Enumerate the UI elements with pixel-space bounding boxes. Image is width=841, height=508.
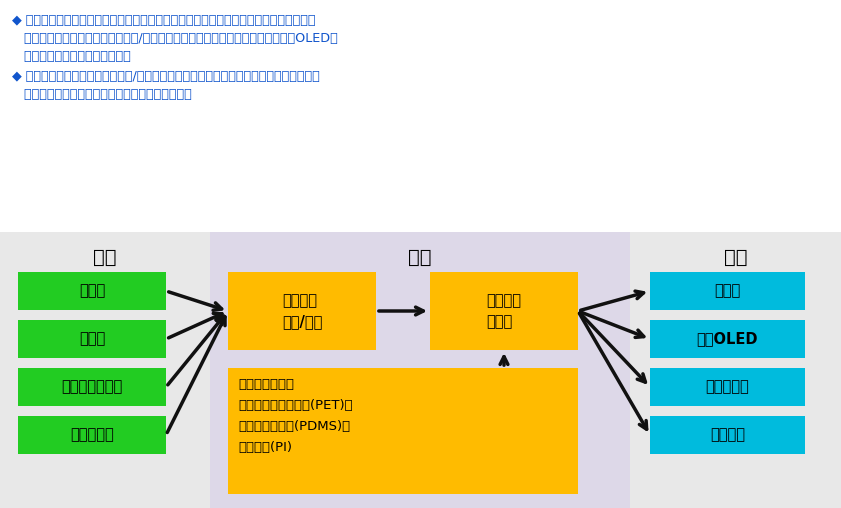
Bar bbox=[430, 272, 578, 350]
Text: 太阳能电池: 太阳能电池 bbox=[706, 379, 749, 395]
Bar bbox=[650, 272, 805, 310]
Text: 柔性OLED: 柔性OLED bbox=[696, 332, 759, 346]
Text: 纳米銀线
导电膜: 纳米銀线 导电膜 bbox=[486, 293, 521, 329]
Text: 其他添加剂: 其他添加剂 bbox=[70, 428, 114, 442]
Text: 化工品原料，中游是纳米銀线浆料/墨水与纳米銀线导电膜，下游是触控屏、柔性OLED、: 化工品原料，中游是纳米銀线浆料/墨水与纳米銀线导电膜，下游是触控屏、柔性OLED… bbox=[12, 32, 338, 45]
Text: 到原料配方及处理工艺，后者涉及到设备及工艺。: 到原料配方及处理工艺，后者涉及到设备及工艺。 bbox=[12, 88, 192, 101]
Bar bbox=[18, 272, 166, 310]
Text: 下游: 下游 bbox=[724, 248, 748, 267]
Text: 智能窗膜: 智能窗膜 bbox=[710, 428, 745, 442]
Text: 柔性衬底材料：
职对苯二甲酸乙二醒(PET)、
职二甲基硅氧烷(PDMS)、
职酰亚胺(PI): 柔性衬底材料： 职对苯二甲酸乙二醒(PET)、 职二甲基硅氧烷(PDMS)、 职… bbox=[238, 378, 352, 454]
Bar bbox=[650, 368, 805, 406]
Bar bbox=[650, 320, 805, 358]
Text: 中游: 中游 bbox=[408, 248, 431, 267]
Bar bbox=[210, 232, 630, 508]
Text: 乙二醇: 乙二醇 bbox=[79, 332, 105, 346]
Bar bbox=[18, 320, 166, 358]
Bar bbox=[0, 232, 210, 508]
Text: ◆ 从纳米銀线导电膜的产业链来看，上游是硕酸銀、乙二醇、聚乙烯吹唏烷酮等常用基础: ◆ 从纳米銀线导电膜的产业链来看，上游是硕酸銀、乙二醇、聚乙烯吹唏烷酮等常用基础 bbox=[12, 14, 315, 27]
Bar bbox=[630, 232, 841, 508]
Text: 纳米銀线
浆料/墨水: 纳米銀线 浆料/墨水 bbox=[282, 293, 322, 329]
Bar bbox=[18, 368, 166, 406]
Bar bbox=[228, 368, 578, 494]
Text: 太阳能电池、智能窗膜等应用。: 太阳能电池、智能窗膜等应用。 bbox=[12, 50, 130, 63]
Text: 触控屏: 触控屏 bbox=[714, 283, 741, 299]
Text: 聚乙烯吹唏烷酮: 聚乙烯吹唏烷酮 bbox=[61, 379, 123, 395]
Text: 硕酸銀: 硕酸銀 bbox=[79, 283, 105, 299]
Bar bbox=[18, 416, 166, 454]
Text: 上游: 上游 bbox=[93, 248, 117, 267]
Bar bbox=[228, 272, 376, 350]
Bar bbox=[650, 416, 805, 454]
Text: ◆ 产业链的核心在于纳米銀线浆料/墨水的制备，与纳米銀线透明导电膜的生产，前者涉及: ◆ 产业链的核心在于纳米銀线浆料/墨水的制备，与纳米銀线透明导电膜的生产，前者涉… bbox=[12, 70, 320, 83]
